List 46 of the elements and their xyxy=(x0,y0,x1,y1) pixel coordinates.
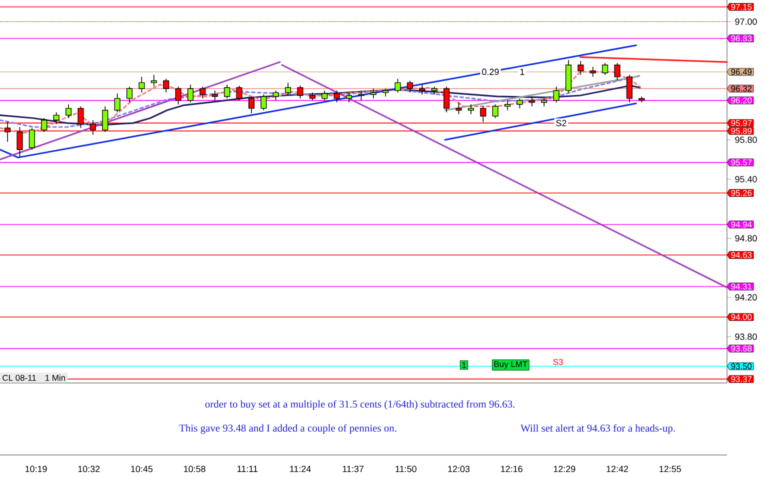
x-tick-label: 12:03 xyxy=(448,466,470,472)
y-tick-label: 95.80 xyxy=(735,136,757,143)
x-tick-label: 10:45 xyxy=(131,466,153,472)
ref-line-label: 94.00 xyxy=(731,314,752,320)
x-tick-label: 12:16 xyxy=(501,466,522,472)
ref-line-label: 96.32 xyxy=(731,86,752,92)
annotation: S2 xyxy=(556,120,566,126)
annotation: 0.29 xyxy=(482,68,499,76)
x-tick-label: 10:19 xyxy=(25,466,47,472)
y-tick-label: 97.00 xyxy=(735,18,757,25)
text: This gave 93.48 and I added a couple of pennies on. xyxy=(179,424,396,434)
y-tick-label: 93.80 xyxy=(735,334,757,340)
text: Will set alert at 94.63 for a heads-up. xyxy=(520,424,675,434)
x-tick-label: 12:42 xyxy=(606,466,628,472)
ref-line-label: 94.94 xyxy=(731,221,752,228)
ref-line-label: 95.97 xyxy=(731,120,752,126)
x-tick-label: 11:50 xyxy=(396,466,416,472)
ref-line-label: 96.20 xyxy=(731,97,752,104)
x-tick-label: 11:24 xyxy=(290,466,311,472)
ref-line-label: 93.50 xyxy=(731,363,752,370)
y-tick-label: 95.40 xyxy=(735,176,757,182)
x-tick-label: 10:32 xyxy=(78,466,100,472)
ref-line-label: 95.57 xyxy=(731,159,752,166)
annotation: 1 Min xyxy=(46,374,66,381)
annotation: S3 xyxy=(553,359,563,365)
ref-line-label: 93.68 xyxy=(731,346,752,352)
ref-line-label: 95.89 xyxy=(731,128,752,134)
annotation: 1 xyxy=(520,68,524,75)
x-tick-label: 12:55 xyxy=(660,466,681,472)
x-tick-label: 11:11 xyxy=(238,466,258,472)
text: order to buy set at a multiple of 31.5 cents (1/64th) subtracted from 96.63. xyxy=(205,400,514,410)
ref-line-label: 97.15 xyxy=(731,4,752,10)
ref-line-label: 96.49 xyxy=(731,68,752,75)
y-tick-label: 94.20 xyxy=(735,294,757,301)
x-tick-label: 10:58 xyxy=(184,466,206,472)
ref-line-label: 94.63 xyxy=(731,252,752,258)
ref-line-label: 96.83 xyxy=(731,35,752,42)
ref-line-label: 93.37 xyxy=(731,376,752,382)
y-tick-label: 94.80 xyxy=(735,235,757,242)
x-tick-label: 12:29 xyxy=(554,466,576,472)
ref-line-label: 94.31 xyxy=(731,284,752,290)
annotation: CL 08-11 xyxy=(2,374,36,381)
x-tick-label: 11:37 xyxy=(342,466,364,472)
annotation: 1 xyxy=(462,362,466,368)
annotation: Buy LMT xyxy=(494,361,528,369)
ref-line-label: 95.26 xyxy=(731,190,752,196)
